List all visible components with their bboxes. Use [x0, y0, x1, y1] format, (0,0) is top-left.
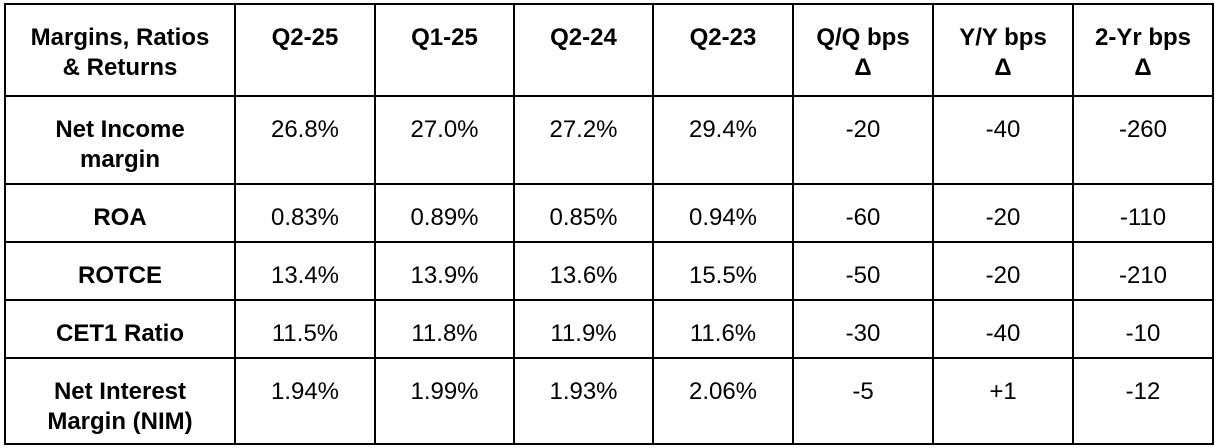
table-cell: 0.83%: [234, 183, 376, 243]
row-label-net-income-margin: Net Income margin: [4, 95, 236, 185]
table-cell: -5: [792, 357, 934, 445]
table-cell: 1.94%: [234, 357, 376, 445]
header-2yr-delta-line-2: Δ: [1134, 54, 1152, 81]
table-cell: -20: [792, 95, 934, 185]
header-period-q2-25: Q2-25: [234, 3, 376, 97]
header-metric-line-1: Margins, Ratios: [30, 24, 210, 51]
table-cell: 27.0%: [374, 95, 515, 185]
table-cell: -20: [932, 183, 1074, 243]
table-cell: 15.5%: [652, 241, 794, 301]
header-period-q2-23: Q2-23: [652, 3, 794, 97]
header-period-q2-24: Q2-24: [513, 3, 654, 97]
row-label-roa: ROA: [4, 183, 236, 243]
row-label-line-1: Net Interest: [53, 378, 187, 405]
table-cell: -30: [792, 299, 934, 359]
header-2yr-delta: 2-Yr bps Δ: [1072, 3, 1214, 97]
table-cell: 2.06%: [652, 357, 794, 445]
header-metric: Margins, Ratios & Returns: [4, 3, 236, 97]
margins-ratios-returns-table: Margins, Ratios & Returns Q2-25 Q1-25 Q2…: [4, 3, 1214, 445]
row-label-net-interest-margin: Net Interest Margin (NIM): [4, 357, 236, 445]
table-cell: 0.89%: [374, 183, 515, 243]
table-cell: 13.6%: [513, 241, 654, 301]
header-qq-delta-line-1: Q/Q bps: [816, 24, 910, 51]
row-label-line-2: Margin (NIM): [47, 408, 193, 435]
header-yy-delta-line-1: Y/Y bps: [959, 24, 1047, 51]
table-cell: -20: [932, 241, 1074, 301]
table-cell: 1.93%: [513, 357, 654, 445]
table-cell: -60: [792, 183, 934, 243]
header-qq-delta-line-2: Δ: [854, 54, 872, 81]
table-cell: 26.8%: [234, 95, 376, 185]
table-cell: -40: [932, 299, 1074, 359]
header-yy-delta-line-2: Δ: [994, 54, 1012, 81]
table-cell: 0.85%: [513, 183, 654, 243]
table-cell: -110: [1072, 183, 1214, 243]
table-row: ROA 0.83% 0.89% 0.85% 0.94% -60 -20 -110: [4, 183, 1214, 243]
row-label-rotce: ROTCE: [4, 241, 236, 301]
table-cell: -40: [932, 95, 1074, 185]
table-row: ROTCE 13.4% 13.9% 13.6% 15.5% -50 -20 -2…: [4, 241, 1214, 301]
table-cell: 11.9%: [513, 299, 654, 359]
table-cell: -12: [1072, 357, 1214, 445]
header-qq-delta: Q/Q bps Δ: [792, 3, 934, 97]
table-row: Net Interest Margin (NIM) 1.94% 1.99% 1.…: [4, 357, 1214, 445]
row-label-line-2: margin: [79, 146, 160, 173]
table-cell: 29.4%: [652, 95, 794, 185]
table-cell: -260: [1072, 95, 1214, 185]
header-period-q1-25: Q1-25: [374, 3, 515, 97]
header-row: Margins, Ratios & Returns Q2-25 Q1-25 Q2…: [4, 3, 1214, 97]
table-row: CET1 Ratio 11.5% 11.8% 11.9% 11.6% -30 -…: [4, 299, 1214, 359]
row-label-cet1-ratio: CET1 Ratio: [4, 299, 236, 359]
header-2yr-delta-line-1: 2-Yr bps: [1094, 24, 1192, 51]
header-yy-delta: Y/Y bps Δ: [932, 3, 1074, 97]
row-label-line-1: Net Income: [55, 116, 185, 143]
table-cell: +1: [932, 357, 1074, 445]
table-cell: -210: [1072, 241, 1214, 301]
table-cell: -10: [1072, 299, 1214, 359]
table-cell: 11.5%: [234, 299, 376, 359]
table-cell: -50: [792, 241, 934, 301]
table-cell: 13.9%: [374, 241, 515, 301]
header-metric-line-2: & Returns: [62, 54, 178, 81]
table-cell: 13.4%: [234, 241, 376, 301]
table-cell: 27.2%: [513, 95, 654, 185]
table-cell: 1.99%: [374, 357, 515, 445]
table-cell: 11.8%: [374, 299, 515, 359]
table-cell: 0.94%: [652, 183, 794, 243]
table-cell: 11.6%: [652, 299, 794, 359]
table-row: Net Income margin 26.8% 27.0% 27.2% 29.4…: [4, 95, 1214, 185]
